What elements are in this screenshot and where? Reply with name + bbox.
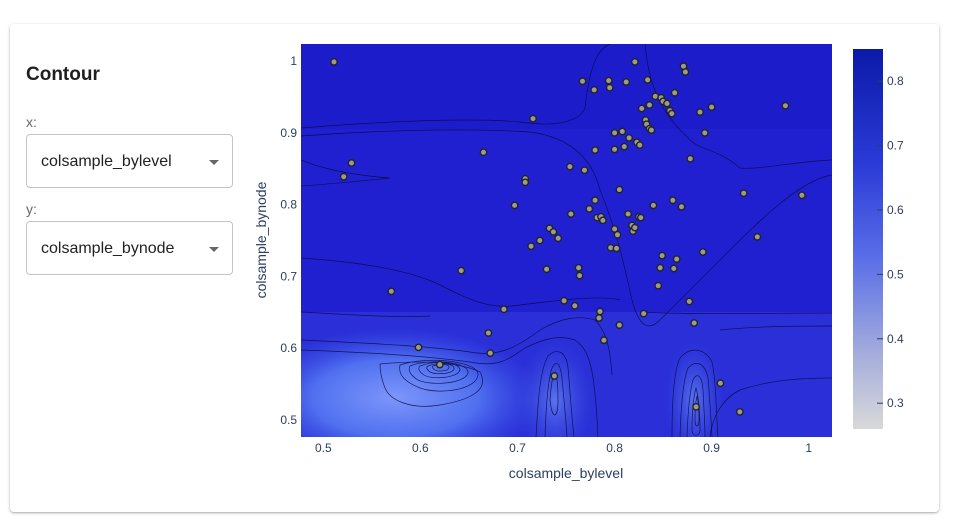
x-select-value: colsample_bylevel [41,153,172,170]
y-param-select[interactable]: colsample_bynode [26,221,233,275]
y-select-value: colsample_bynode [41,240,175,257]
dropdown-arrow-icon [209,247,219,252]
dropdown-arrow-icon [209,160,219,165]
x-select-label: x: [26,114,37,130]
y-select-label: y: [26,201,37,217]
panel-title: Contour [26,64,100,85]
x-param-select[interactable]: colsample_bylevel [26,134,233,188]
